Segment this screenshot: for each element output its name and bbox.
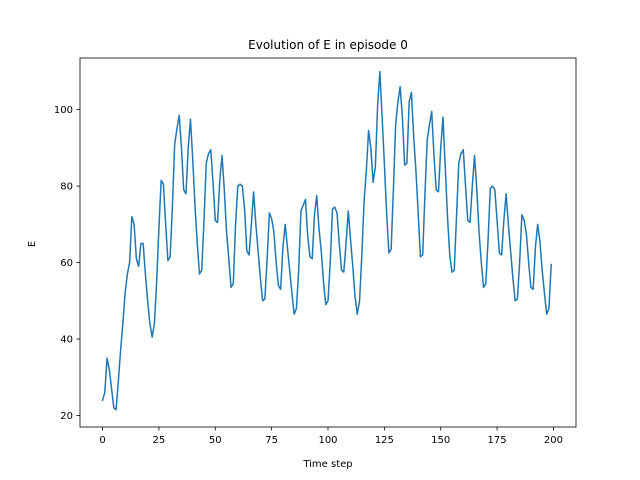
- x-axis-label: Time step: [302, 459, 352, 470]
- x-axis: 0 25 50 75 100 125 150 175 200: [99, 427, 563, 446]
- x-tick-label: 0: [99, 435, 105, 446]
- y-tick-label: 60: [60, 258, 73, 269]
- y-tick-label: 80: [60, 182, 73, 193]
- y-axis-label: E: [27, 241, 38, 247]
- y-tick-label: 20: [60, 411, 73, 422]
- x-tick-label: 200: [544, 435, 563, 446]
- y-axis: 20 40 60 80 100: [54, 105, 80, 422]
- x-tick-label: 150: [431, 435, 450, 446]
- x-tick-label: 100: [318, 435, 337, 446]
- plot-frame: [79, 57, 577, 428]
- y-tick-label: 100: [54, 105, 73, 116]
- y-tick-label: 40: [60, 335, 73, 346]
- plot-area: [101, 70, 552, 411]
- x-tick-label: 175: [488, 435, 507, 446]
- chart-title: Evolution of E in episode 0: [248, 38, 408, 52]
- x-tick-label: 125: [375, 435, 394, 446]
- x-tick-label: 75: [265, 435, 278, 446]
- x-tick-label: 25: [153, 435, 166, 446]
- series-line-0: [101, 70, 552, 411]
- x-tick-label: 50: [209, 435, 222, 446]
